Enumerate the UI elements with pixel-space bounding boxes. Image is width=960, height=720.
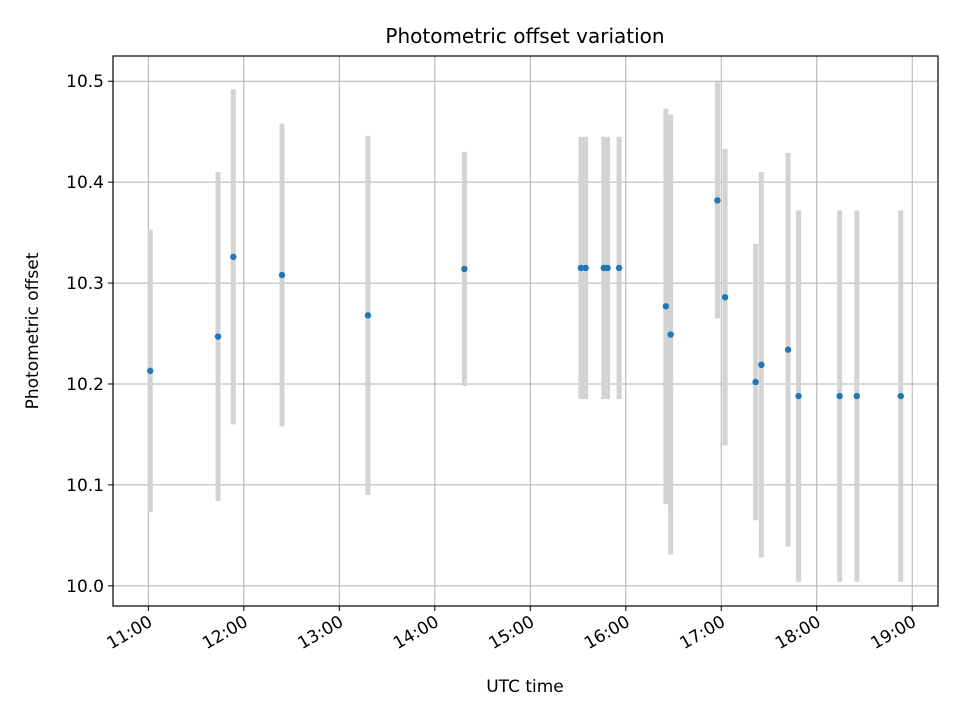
data-point [604, 264, 611, 272]
data-point [853, 392, 861, 400]
data-point [836, 392, 843, 400]
data-point [577, 264, 585, 272]
chart-title: Photometric offset variation [385, 24, 664, 48]
data-point [461, 265, 468, 273]
data-point [230, 253, 237, 261]
data-point [714, 197, 721, 204]
y-tick-label: 10.0 [66, 577, 104, 597]
data-point [752, 378, 759, 386]
y-axis-label: Photometric offset [23, 252, 43, 409]
data-point [214, 333, 222, 340]
data-point [897, 392, 904, 400]
y-tick-label: 10.2 [66, 375, 104, 395]
data-point [784, 346, 792, 353]
y-tick-label: 10.3 [66, 274, 104, 294]
y-tick-label: 10.5 [66, 72, 104, 92]
data-point [615, 264, 623, 272]
data-point [662, 303, 670, 310]
plot-frame [112, 55, 939, 607]
y-axis-ticks: 10.0 10.1 10.2 10.3 10.4 10.5 [66, 72, 113, 597]
data-point [721, 293, 729, 301]
y-tick-label: 10.4 [66, 173, 104, 193]
data-point [667, 331, 674, 338]
data-point [582, 264, 589, 272]
data-point [758, 361, 765, 369]
data-point [364, 312, 372, 319]
x-axis-label: UTC time [486, 677, 564, 697]
y-tick-label: 10.1 [66, 476, 104, 496]
data-points [147, 197, 904, 400]
data-point [795, 392, 802, 400]
data-point [278, 271, 286, 279]
data-point [147, 367, 154, 375]
